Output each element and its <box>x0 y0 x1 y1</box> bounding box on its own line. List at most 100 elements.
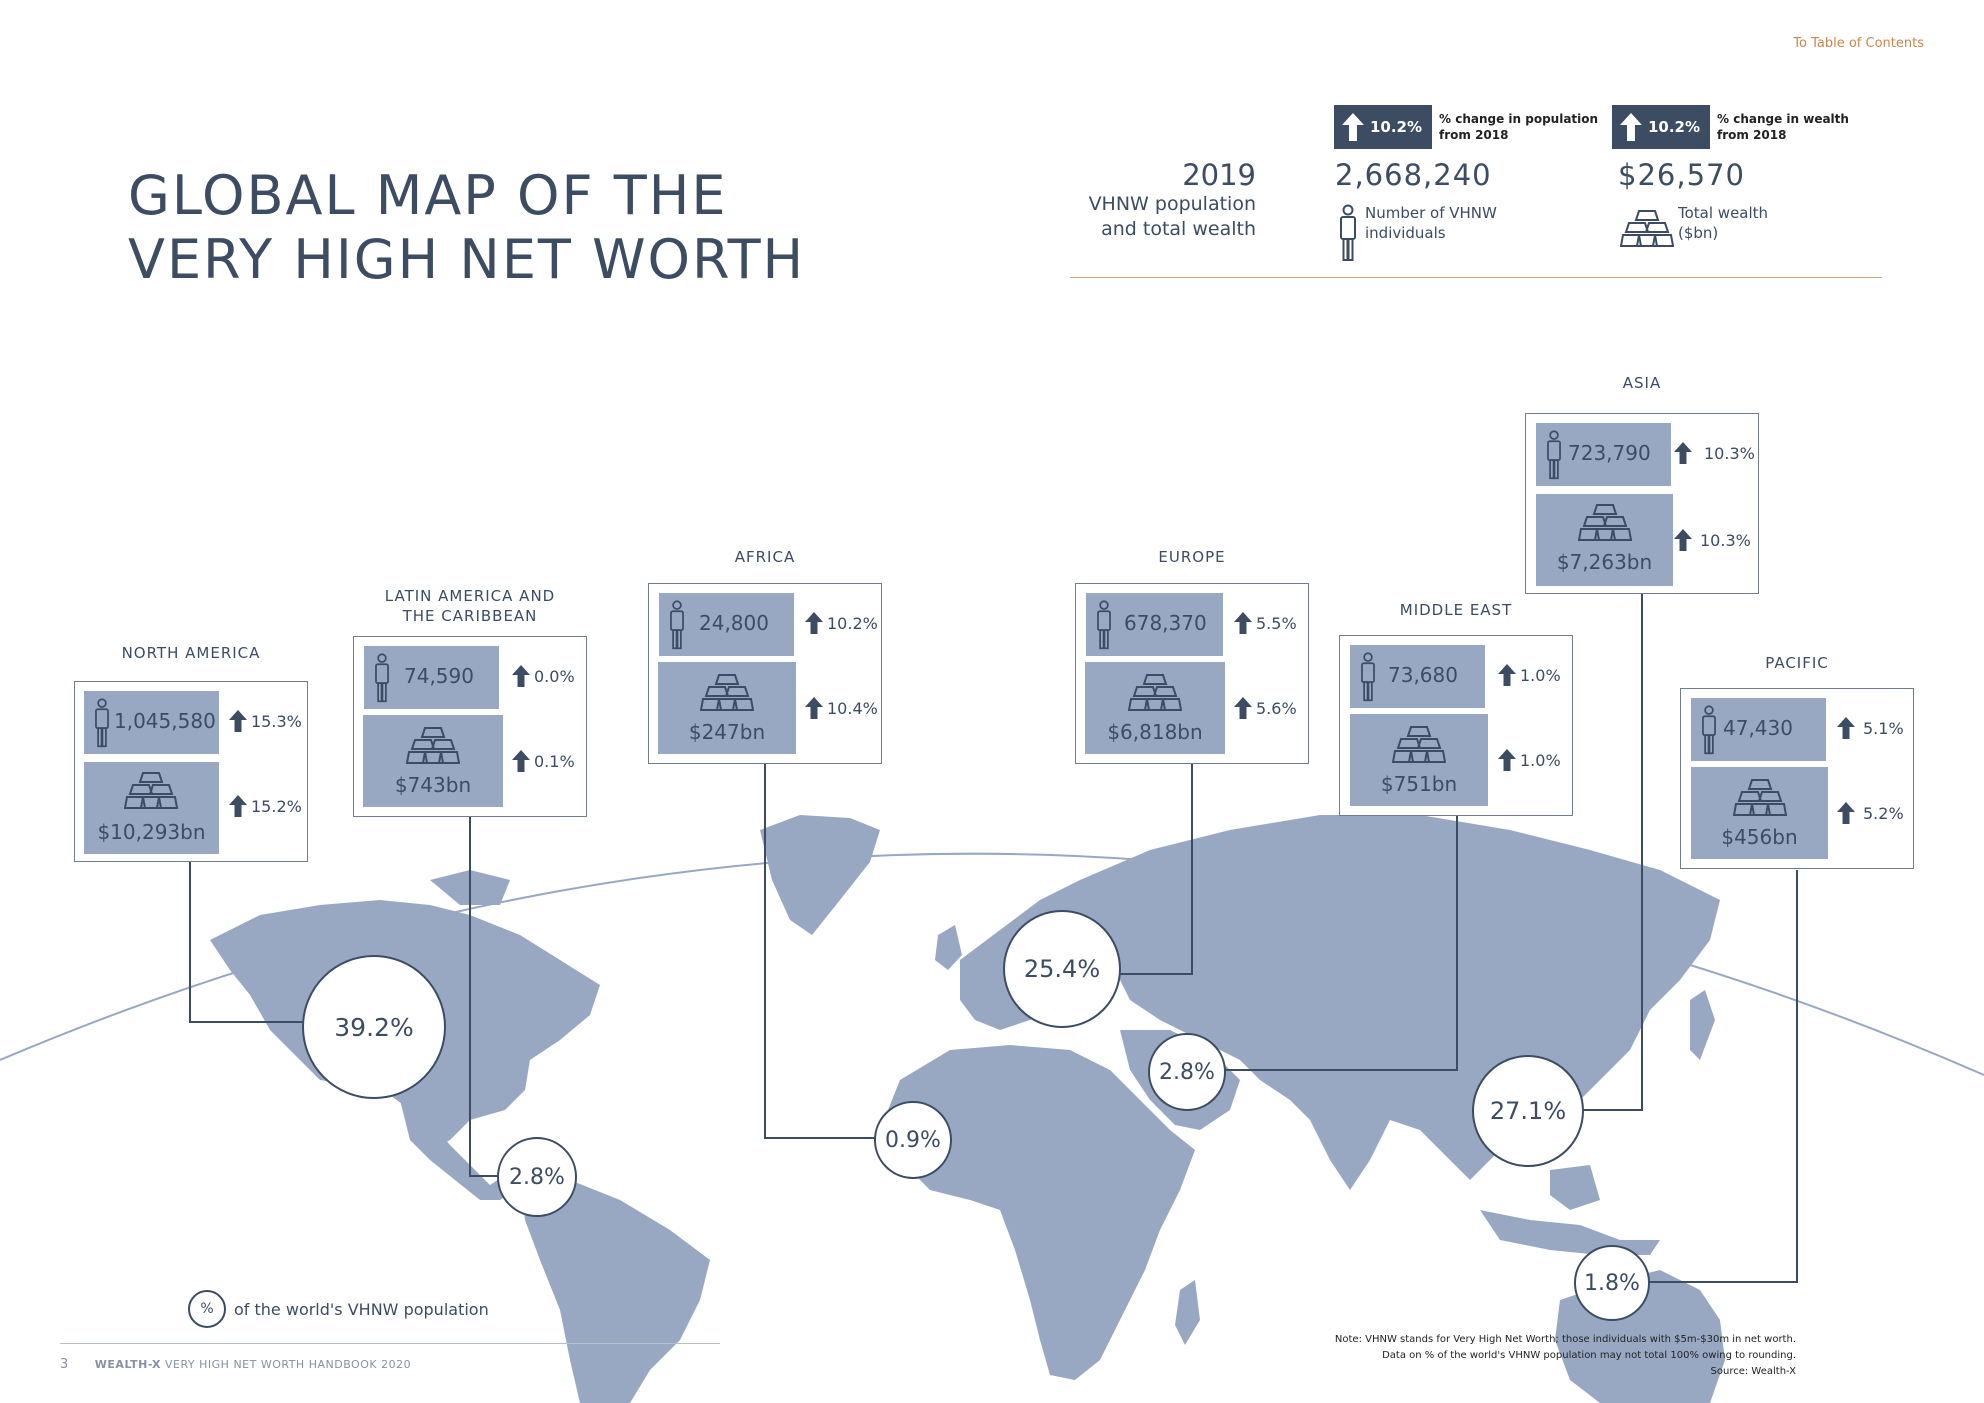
title-line-2: VERY HIGH NET WORTH <box>128 228 806 291</box>
population-change: 5.5% <box>1234 612 1297 634</box>
gold-bars-icon <box>1128 674 1182 711</box>
wealth-value: $743bn <box>394 773 472 797</box>
population-value: 74,590 <box>404 664 474 688</box>
wealth-change-value: 1.0% <box>1520 750 1561 770</box>
population-change-label-1: % change in population <box>1439 112 1599 126</box>
population-change-value: 1.0% <box>1520 665 1561 685</box>
region-name-africa: AFRICA <box>734 548 796 566</box>
japan-shape <box>1690 990 1715 1060</box>
up-arrow-icon <box>1837 717 1855 739</box>
population-change: 5.1% <box>1837 717 1904 739</box>
wealth-value: $10,293bn <box>97 820 206 844</box>
summary-label: 2019 VHNW population and total wealth <box>1040 158 1256 242</box>
up-arrow-icon <box>1837 802 1855 824</box>
up-arrow-icon <box>1342 113 1364 141</box>
connector-africa <box>764 764 878 1139</box>
share-circle-africa: 0.9% <box>874 1101 952 1179</box>
asia-shape <box>1080 815 1720 1190</box>
population-change-label: % change in population from 2018 <box>1439 111 1598 143</box>
up-arrow-icon <box>1674 529 1692 551</box>
population-change-label-2: from 2018 <box>1439 128 1509 142</box>
footnote-line-2: Data on % of the world's VHNW population… <box>1382 1350 1796 1361</box>
wealth-value: $7,263bn <box>1556 550 1653 574</box>
gold-bars-icon <box>1733 779 1787 816</box>
share-circle-europe: 25.4% <box>1003 910 1121 1028</box>
population-label-1: Number of VHNW <box>1365 204 1497 222</box>
summary-subtitle-1: VHNW population <box>1088 193 1256 215</box>
wealth-change: 15.2% <box>229 795 302 817</box>
wealth-value: $456bn <box>1721 825 1798 849</box>
share-circle-middle-east: 2.8% <box>1148 1033 1226 1111</box>
up-arrow-icon <box>1620 113 1642 141</box>
wealth-change-label-1: % change in wealth <box>1717 112 1849 126</box>
region-name-north-america: NORTH AMERICA <box>121 644 261 662</box>
table-of-contents-link[interactable]: To Table of Contents <box>1793 36 1924 51</box>
up-arrow-icon <box>512 750 530 772</box>
population-change-value: 10.2% <box>827 613 878 633</box>
wealth-change-value: 15.2% <box>251 796 302 816</box>
wealth-change-label-2: from 2018 <box>1717 128 1787 142</box>
region-name-line-2: THE CARIBBEAN <box>402 607 538 625</box>
region-name-asia: ASIA <box>1622 374 1662 392</box>
wealth-change-value: 10.3% <box>1700 530 1751 550</box>
person-icon <box>95 698 109 748</box>
person-icon <box>670 600 684 650</box>
gold-bars-icon <box>124 772 178 809</box>
up-arrow-icon <box>1674 442 1692 464</box>
gold-bars-icon <box>1392 726 1446 763</box>
region-card-north-america: 1,045,580 15.3% $10,293bn 15.2% <box>74 681 308 862</box>
population-tile: 74,590 <box>364 646 499 709</box>
gold-bars-icon <box>406 727 460 764</box>
total-population-value: 2,668,240 <box>1335 158 1492 192</box>
south-america-shape <box>520 1180 710 1403</box>
summary-subtitle-2: and total wealth <box>1101 218 1256 240</box>
region-name-line-1: LATIN AMERICA AND <box>384 587 556 605</box>
connector-pacific <box>1646 870 1798 1283</box>
population-tile: 723,790 <box>1536 423 1671 486</box>
person-icon <box>1340 204 1356 261</box>
legend-percent-symbol: % <box>188 1290 226 1328</box>
population-change: 15.3% <box>229 710 302 732</box>
population-value: 723,790 <box>1568 441 1651 465</box>
person-icon <box>375 653 389 703</box>
population-value: 24,800 <box>699 611 769 635</box>
population-change-value: 10.3% <box>1704 443 1755 463</box>
connector-latin-america <box>469 817 500 1177</box>
up-arrow-icon <box>805 697 823 719</box>
person-icon <box>1097 600 1111 650</box>
share-circle-asia: 27.1% <box>1472 1055 1584 1167</box>
population-change-value: 15.3% <box>251 711 302 731</box>
header-divider <box>1070 277 1882 278</box>
up-arrow-icon <box>1234 612 1252 634</box>
up-arrow-icon <box>1498 664 1516 686</box>
footnote-source: Source: Wealth-X <box>1710 1366 1796 1377</box>
greenland-shape <box>760 815 880 935</box>
connector-lines <box>189 593 1798 1283</box>
africa-shape <box>880 1045 1195 1380</box>
population-change: 10.3% <box>1674 442 1755 464</box>
wealth-tile: $7,263bn <box>1536 494 1673 586</box>
wealth-label: Total wealth ($bn) <box>1678 203 1768 243</box>
wealth-label-2: ($bn) <box>1678 224 1719 242</box>
connector-asia <box>1580 593 1643 1111</box>
wealth-change: 1.0% <box>1498 749 1561 771</box>
region-name-europe: EUROPE <box>1158 548 1226 566</box>
madagascar-shape <box>1175 1280 1200 1345</box>
population-value: 47,430 <box>1723 716 1793 740</box>
population-label: Number of VHNW individuals <box>1365 203 1497 243</box>
wealth-change: 5.2% <box>1837 802 1904 824</box>
region-card-middle-east: 73,680 1.0% $751bn 1.0% <box>1339 635 1573 816</box>
connector-middle-east <box>1220 816 1458 1071</box>
footer-publication: VERY HIGH NET WORTH HANDBOOK 2020 <box>165 1358 412 1371</box>
population-change-badge: 10.2% <box>1334 105 1432 149</box>
footer-divider <box>60 1343 720 1344</box>
borneo-shape <box>1550 1165 1600 1210</box>
region-card-asia: 723,790 10.3% $7,263bn 10.3% <box>1525 413 1759 594</box>
wealth-tile: $456bn <box>1691 767 1828 859</box>
page-number: 3 <box>60 1357 69 1372</box>
wealth-tile: $247bn <box>658 662 796 754</box>
population-value: 1,045,580 <box>114 709 216 733</box>
footer: 3 WEALTH-X VERY HIGH NET WORTH HANDBOOK … <box>60 1357 411 1372</box>
footer-brand: WEALTH-X <box>94 1358 161 1371</box>
region-name-pacific: PACIFIC <box>1765 654 1829 672</box>
